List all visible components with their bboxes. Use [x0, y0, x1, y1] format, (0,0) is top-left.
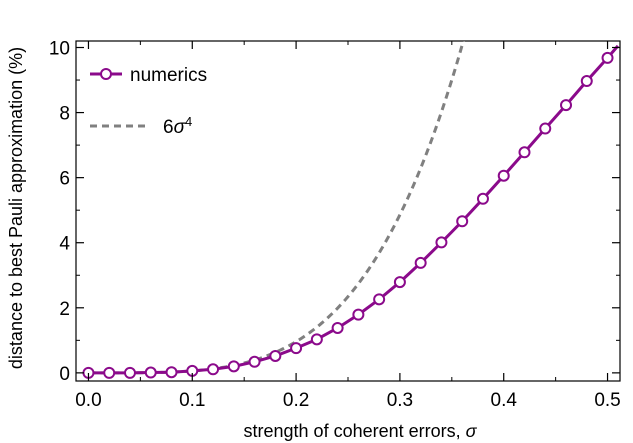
- numerics-point: [373, 293, 386, 306]
- numerics-point: [497, 169, 510, 182]
- plot-frame-group: [75, 40, 621, 382]
- numerics-point: [123, 366, 136, 379]
- x-tick-label: 0.2: [283, 390, 309, 411]
- numerics-point: [456, 215, 469, 228]
- y-tick-label: 0: [59, 364, 70, 385]
- y-tick-label: 6: [59, 169, 70, 190]
- x-tick-label: 0.0: [75, 390, 101, 411]
- numerics-point: [331, 321, 344, 334]
- legend: numerics 6σ4: [90, 65, 207, 138]
- numerics-point: [393, 276, 406, 289]
- numerics-point: [352, 308, 365, 321]
- x-tick-label: 0.4: [491, 390, 518, 411]
- numerics-point: [144, 366, 157, 379]
- plot-frame: [75, 40, 621, 382]
- y-tick-label: 4: [59, 234, 70, 255]
- y-axis-label: distance to best Pauli approximation (%): [6, 47, 26, 369]
- x-tick-label: 0.1: [179, 390, 205, 411]
- model-curve-group: [88, 41, 465, 375]
- legend-model-label: 6σ4: [163, 114, 192, 139]
- numerics-point: [103, 366, 116, 379]
- numerics-point: [539, 122, 552, 135]
- numerics-point: [518, 146, 531, 159]
- ticks-group: 0.0 0.1 0.2 0.3 0.4 0.5 0 2 4 6 8 10: [49, 39, 621, 411]
- numerics-series-group: [82, 44, 620, 379]
- numerics-point: [290, 342, 303, 355]
- numerics-point: [560, 99, 573, 112]
- legend-numerics-label: numerics: [130, 65, 207, 86]
- numerics-point: [601, 51, 614, 64]
- numerics-point: [580, 75, 593, 88]
- x-tick-label: 0.3: [387, 390, 413, 411]
- y-tick-label: 8: [59, 104, 70, 125]
- model-curve-line: [88, 41, 465, 375]
- numerics-point: [476, 192, 489, 205]
- y-tick-label: 2: [59, 299, 70, 320]
- numerics-point: [207, 363, 220, 376]
- numerics-point: [165, 366, 178, 379]
- numerics-point: [435, 236, 448, 249]
- numerics-line: [88, 44, 620, 375]
- numerics-point: [248, 355, 261, 368]
- x-tick-label: 0.5: [594, 390, 620, 411]
- x-axis-label: strength of coherent errors, σ: [244, 421, 478, 441]
- legend-numerics-marker: [100, 68, 112, 80]
- numerics-point: [310, 333, 323, 346]
- numerics-point: [414, 256, 427, 269]
- numerics-point: [227, 360, 240, 373]
- numerics-point: [269, 349, 282, 362]
- y-tick-label: 10: [49, 39, 70, 60]
